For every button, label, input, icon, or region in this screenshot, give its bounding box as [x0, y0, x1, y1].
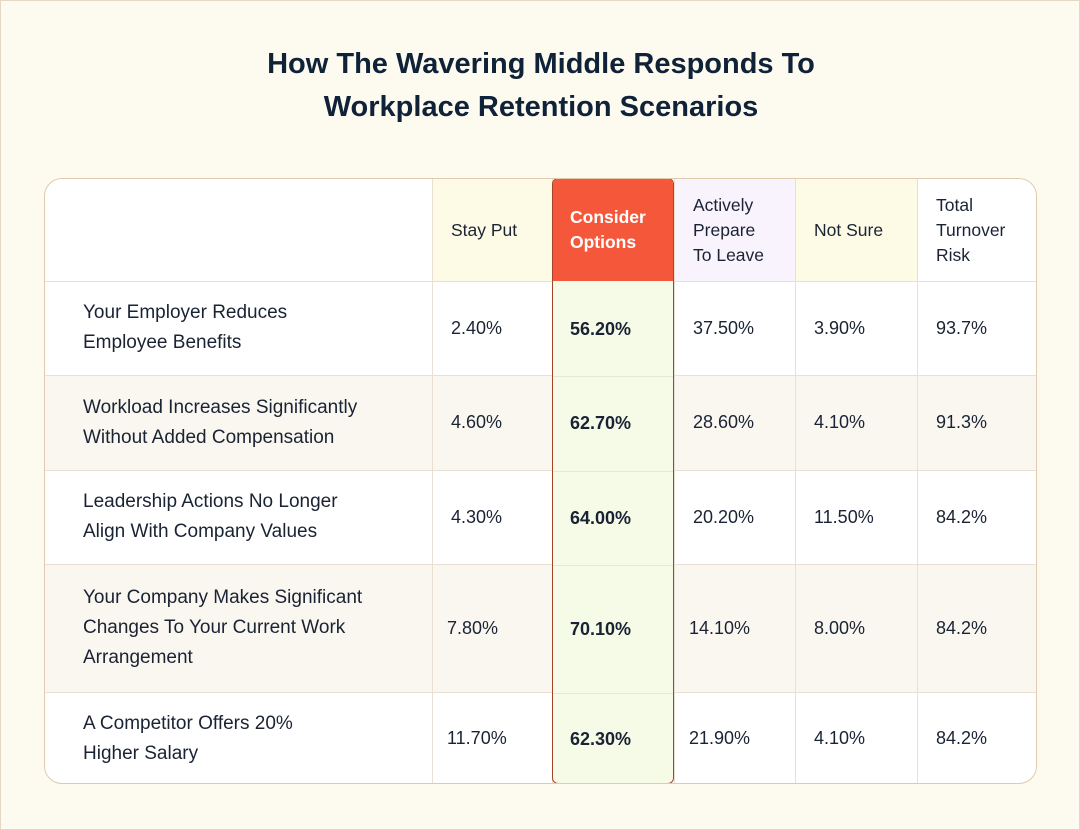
value-stay-put: 4.30% [451, 506, 503, 527]
row-divider [45, 470, 1036, 471]
row-label-line: A Competitor Offers 20% [83, 712, 293, 734]
value-consider-options: 62.30% [570, 729, 632, 749]
highlight-row-divider [553, 693, 673, 694]
highlighted-column-consider-options: Consider Options 56.20% 62.70% 64.00% 70.10% 6… [552, 179, 674, 783]
column-header-total-turnover-risk: Total Turnover Risk [917, 179, 1036, 281]
highlight-row-divider [553, 376, 673, 377]
value-total-turnover-risk: 84.2% [936, 617, 988, 638]
value-not-sure: 11.50% [814, 506, 874, 527]
value-actively-prepare-to-leave: 20.20% [693, 506, 755, 527]
row-label: Your Company Makes Significant Changes To… [45, 564, 432, 692]
row-label: Your Employer Reduces Employee Benefits [45, 281, 432, 375]
value-consider-options: 56.20% [570, 318, 632, 339]
row-label-line: Your Company Makes Significant [83, 587, 363, 608]
value-actively-prepare-to-leave: 37.50% [693, 317, 755, 338]
column-divider [917, 179, 918, 783]
header-line: Total [936, 194, 973, 215]
header-background-actively-prepare-to-leave [674, 179, 795, 281]
header-line: Risk [936, 244, 971, 265]
column-header-consider-options: Consider Options [553, 179, 673, 281]
value-total-turnover-risk: 84.2% [936, 728, 988, 748]
value-stay-put: 2.40% [451, 317, 503, 338]
header-line: Options [570, 232, 637, 252]
value-stay-put: 4.60% [451, 412, 503, 432]
value-not-sure: 8.00% [814, 617, 866, 638]
column-header-stay-put: Stay Put [432, 179, 552, 281]
row-label-line: Your Employer Reduces [83, 302, 288, 323]
row-label-line: Arrangement [83, 647, 193, 668]
row-divider [45, 564, 1036, 565]
header-line: Actively [693, 194, 754, 215]
column-divider [795, 179, 796, 783]
row-divider [45, 375, 1036, 376]
row-label: A Competitor Offers 20% Higher Salary [45, 692, 432, 783]
row-background [45, 375, 1036, 470]
header-line: Not Sure [814, 219, 884, 240]
header-background-not-sure [795, 179, 917, 281]
row-label-line: Workload Increases Significantly [83, 396, 358, 418]
row-label-line: Higher Salary [83, 742, 199, 764]
highlight-row-divider [553, 471, 673, 472]
column-header-actively-prepare-to-leave: Actively Prepare To Leave [674, 179, 795, 281]
header-line: Consider [570, 207, 646, 227]
header-line: Stay Put [451, 219, 518, 240]
row-background [45, 564, 1036, 692]
retention-table: Stay Put Actively Prepare To Leave Not Sure T… [44, 178, 1037, 784]
column-divider [432, 179, 433, 783]
row-label-line: Align With Company Values [83, 521, 318, 542]
value-consider-options: 62.70% [570, 413, 632, 433]
value-not-sure: 4.10% [814, 728, 866, 748]
chart-title-line-2: Workplace Retention Scenarios [323, 91, 759, 123]
chart-title: How The Wavering Middle Responds To Work… [1, 43, 1080, 129]
row-label-line: Changes To Your Current Work [83, 617, 346, 638]
header-line: Prepare [693, 219, 756, 240]
value-total-turnover-risk: 93.7% [936, 317, 988, 338]
column-divider [674, 179, 675, 783]
row-divider [45, 281, 1036, 282]
value-stay-put: 11.70% [447, 728, 507, 748]
value-not-sure: 4.10% [814, 412, 866, 432]
header-background-stay-put [432, 179, 552, 281]
value-not-sure: 3.90% [814, 317, 866, 338]
header-line: Turnover [936, 219, 1006, 240]
value-actively-prepare-to-leave: 14.10% [689, 617, 751, 638]
row-label-line: Without Added Compensation [83, 426, 335, 448]
value-stay-put: 7.80% [447, 617, 499, 638]
value-actively-prepare-to-leave: 28.60% [693, 412, 755, 432]
value-total-turnover-risk: 91.3% [936, 412, 988, 432]
chart-title-line-1: How The Wavering Middle Responds To [267, 48, 815, 80]
highlight-row-divider [553, 565, 673, 566]
row-label: Workload Increases Significantly Without … [45, 375, 432, 470]
row-label-line: Employee Benefits [83, 332, 242, 353]
row-divider [45, 692, 1036, 693]
value-consider-options: 70.10% [570, 618, 632, 639]
value-actively-prepare-to-leave: 21.90% [689, 728, 751, 748]
row-label-line: Leadership Actions No Longer [83, 491, 338, 512]
value-total-turnover-risk: 84.2% [936, 506, 988, 527]
value-consider-options: 64.00% [570, 507, 632, 528]
row-label: Leadership Actions No Longer Align With C… [45, 470, 432, 564]
column-header-not-sure: Not Sure [795, 179, 917, 281]
header-line: To Leave [693, 244, 765, 265]
